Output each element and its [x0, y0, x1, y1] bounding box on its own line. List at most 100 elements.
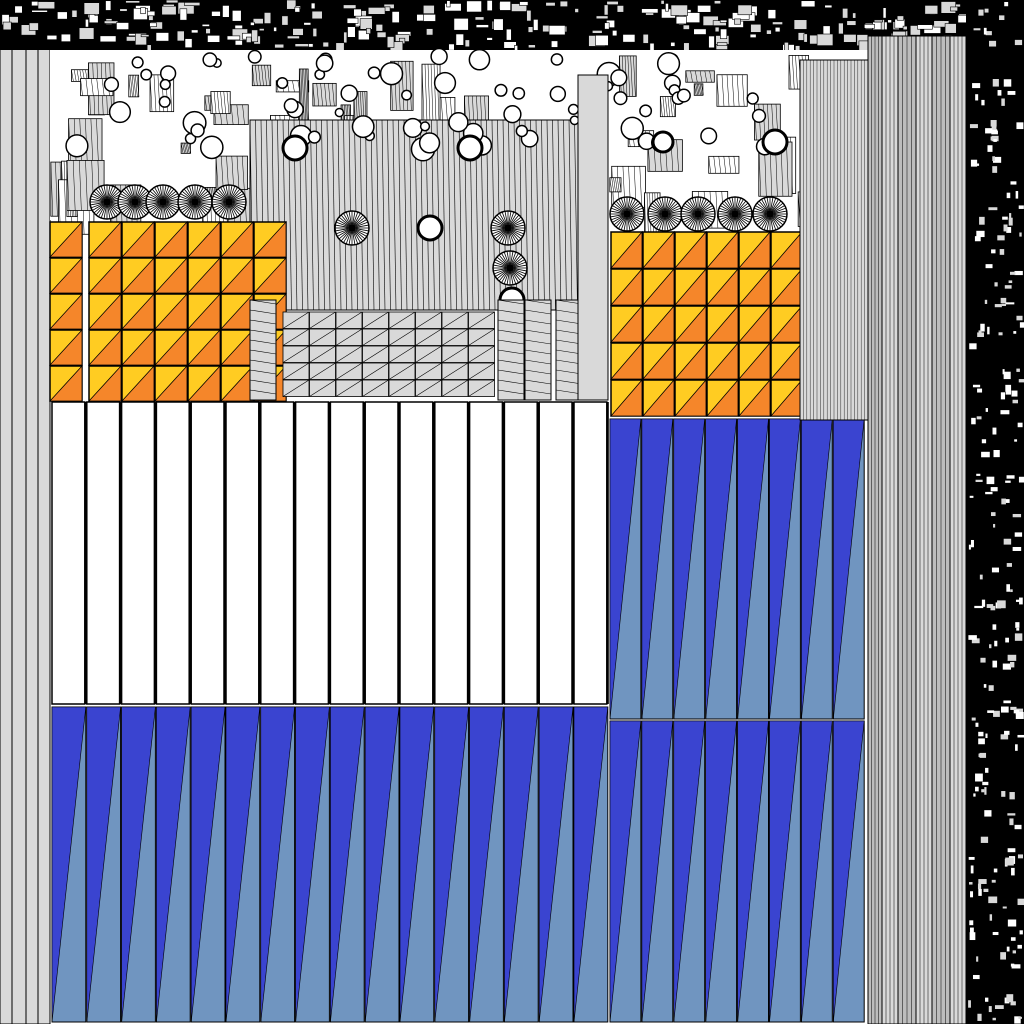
cell-diagonal: [415, 345, 442, 363]
disc-spoke: [343, 213, 351, 225]
noise-fragment: [1004, 730, 1010, 735]
disc-spoke: [513, 261, 527, 268]
disc-spoke: [335, 221, 349, 228]
hatch-line: [185, 143, 188, 154]
clutter-fragment: [455, 33, 464, 46]
wedge-pair: [260, 706, 296, 1023]
spiked-disc: [211, 184, 247, 220]
white-circle: [610, 69, 628, 87]
disc-spoke: [763, 217, 770, 231]
disc-spoke: [496, 214, 506, 226]
disc-spoke: [653, 216, 663, 228]
clutter-fragment: [155, 32, 170, 42]
disc-spoke: [493, 268, 507, 272]
cell-diagonal: [335, 379, 363, 397]
white-panel: [51, 401, 86, 705]
disc-spoke: [103, 185, 107, 199]
white-panel: [260, 401, 295, 705]
clutter-fragment: [176, 30, 185, 42]
hatch-line: [188, 143, 192, 154]
clutter-fragment: [312, 28, 318, 37]
noise-fragment: [1017, 422, 1023, 428]
noise-fragment: [976, 956, 979, 962]
clutter-fragment: [486, 37, 493, 41]
disc-spoke: [355, 229, 367, 237]
noise-fragment: [990, 605, 996, 611]
noise-fragment: [972, 384, 981, 388]
disc-spoke: [355, 228, 369, 232]
clutter-fragment: [824, 4, 833, 9]
white-circle: [108, 100, 132, 124]
hatch-line: [210, 91, 214, 114]
top-dense-band: [0, 0, 1024, 56]
disc-hub: [131, 198, 139, 206]
disc-spoke: [166, 193, 178, 201]
disc-spoke: [222, 205, 229, 219]
disc-spoke: [511, 224, 525, 228]
cell-diagonal: [388, 362, 416, 380]
diagonal-tile: [674, 304, 707, 343]
noise-fragment: [978, 330, 982, 337]
disc-spoke: [232, 203, 244, 211]
white-circles: [65, 47, 789, 314]
hatch-line: [306, 68, 309, 123]
diagonal-tile: [738, 230, 771, 269]
disc-spoke: [511, 228, 525, 235]
tile-triangle: [738, 378, 771, 417]
noise-fragment: [1014, 532, 1023, 537]
disc-spoke: [700, 216, 710, 228]
clutter-fragment: [606, 0, 619, 5]
disc-spoke: [215, 204, 227, 214]
disc-spoke: [736, 217, 744, 229]
disc-spoke: [118, 198, 132, 202]
white-circle: [494, 83, 508, 97]
white-panel: [573, 401, 608, 705]
disc-spoke: [120, 193, 132, 201]
disc-spoke: [354, 216, 366, 226]
hatch-line: [90, 118, 94, 164]
clutter-fragment: [191, 29, 199, 34]
cell-diagonal: [362, 362, 389, 380]
disc-spoke: [701, 210, 715, 214]
cell-diagonal: [388, 328, 416, 346]
tile-triangle: [88, 364, 122, 402]
noise-fragment: [977, 883, 982, 890]
disc-spoke: [758, 200, 768, 212]
disc-spoke: [215, 190, 227, 200]
disc-spoke: [337, 219, 349, 227]
wedge-pair: [800, 720, 833, 1023]
cell-diagonal: [335, 311, 363, 329]
white-circle: [512, 86, 526, 100]
disc-spoke: [148, 193, 160, 201]
noise-fragment: [1001, 791, 1006, 797]
noise-fragment: [1003, 538, 1012, 545]
hatch-line: [66, 160, 70, 211]
noise-fragment: [969, 882, 973, 885]
disc-spoke: [496, 230, 506, 242]
noise-fragment: [1003, 371, 1011, 380]
clutter-fragment: [357, 29, 370, 41]
hatch-line: [662, 96, 666, 117]
hatch-line: [242, 104, 245, 125]
wedge-pair: [364, 706, 400, 1023]
noise-fragment: [992, 931, 999, 936]
clutter-fragment: [423, 14, 436, 22]
disc-spoke: [107, 205, 114, 219]
disc-spoke: [335, 224, 349, 228]
hatch-line: [453, 119, 457, 311]
hatch-line: [611, 177, 614, 192]
disc-spoke: [681, 207, 695, 214]
white-panel: [329, 401, 364, 705]
noise-fragment: [992, 156, 1002, 163]
white-circle: [746, 92, 759, 105]
white-circle: [276, 76, 289, 89]
disc-spoke: [217, 188, 227, 200]
noise-fragment: [986, 476, 995, 485]
disc-spoke: [166, 195, 180, 202]
noise-fragment: [978, 879, 987, 884]
hatch-line: [524, 329, 552, 335]
disc-spoke: [151, 188, 161, 200]
disc-spoke: [123, 188, 133, 200]
disc-spoke: [499, 213, 507, 225]
hatch-line: [80, 78, 83, 96]
